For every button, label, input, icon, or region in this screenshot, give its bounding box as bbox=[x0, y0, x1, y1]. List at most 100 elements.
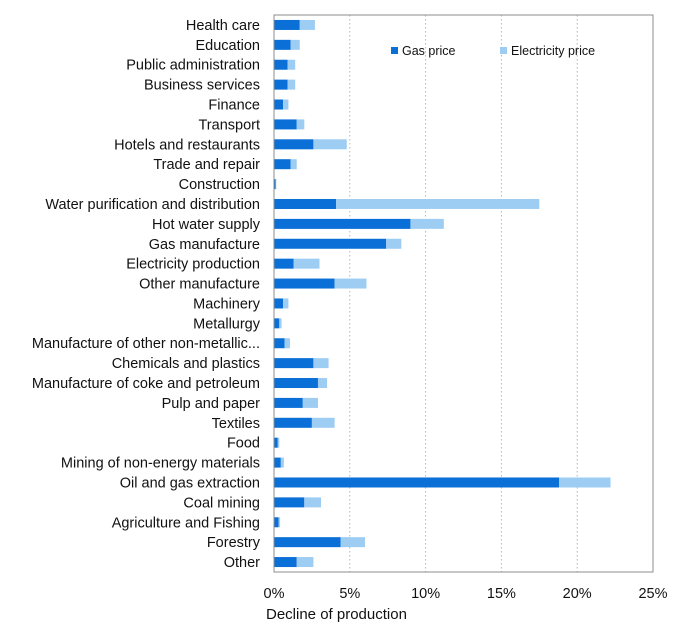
category-label-12: Electricity production bbox=[126, 257, 260, 273]
bar-gas-1 bbox=[274, 39, 291, 50]
category-label-23: Oil and gas extraction bbox=[120, 475, 260, 491]
bar-gas-14 bbox=[274, 298, 284, 309]
bar-electricity-8 bbox=[275, 179, 277, 190]
x-tick-labels: 0% 5% 10% 15% 20% 25% bbox=[264, 586, 668, 602]
category-label-4: Finance bbox=[208, 98, 260, 114]
bar-electricity-10 bbox=[410, 218, 444, 229]
category-label-17: Chemicals and plastics bbox=[112, 356, 260, 372]
bar-electricity-15 bbox=[279, 318, 282, 329]
plot-border bbox=[273, 14, 654, 573]
bar-electricity-20 bbox=[311, 417, 335, 428]
x-tick-label-2: 10% bbox=[411, 586, 440, 602]
bar-electricity-5 bbox=[296, 119, 305, 130]
bar-gas-7 bbox=[274, 159, 291, 170]
bar-gas-11 bbox=[274, 238, 387, 249]
legend: Gas price Electricity price bbox=[391, 44, 595, 58]
bar-gas-21 bbox=[274, 437, 278, 448]
bar-gas-5 bbox=[274, 119, 297, 130]
category-label-0: Health care bbox=[186, 18, 260, 34]
category-label-24: Coal mining bbox=[183, 495, 260, 511]
bar-electricity-27 bbox=[296, 557, 314, 568]
category-labels: Health care Education Public administratio… bbox=[32, 18, 261, 571]
bar-gas-25 bbox=[274, 517, 279, 528]
bar-gas-12 bbox=[274, 258, 294, 269]
bar-electricity-0 bbox=[299, 19, 315, 30]
bar-electricity-25 bbox=[278, 517, 281, 528]
category-label-27: Other bbox=[224, 555, 260, 571]
x-axis-title: Decline of production bbox=[266, 606, 407, 623]
bar-electricity-2 bbox=[287, 59, 296, 70]
gridlines bbox=[349, 15, 578, 572]
bar-electricity-3 bbox=[287, 79, 296, 90]
plot-frame bbox=[273, 14, 654, 573]
bar-gas-20 bbox=[274, 417, 312, 428]
category-label-19: Pulp and paper bbox=[162, 396, 261, 412]
bar-electricity-7 bbox=[290, 159, 297, 170]
bar-electricity-12 bbox=[293, 258, 320, 269]
category-label-21: Food bbox=[227, 436, 260, 452]
bar-electricity-9 bbox=[336, 198, 540, 209]
bar-gas-0 bbox=[274, 19, 300, 30]
bar-gas-13 bbox=[274, 278, 335, 289]
bar-electricity-22 bbox=[280, 457, 284, 468]
bar-gas-17 bbox=[274, 358, 314, 369]
bar-electricity-23 bbox=[559, 477, 611, 488]
bar-electricity-16 bbox=[284, 338, 290, 349]
category-label-20: Textiles bbox=[212, 416, 260, 432]
category-label-6: Hotels and restaurants bbox=[114, 137, 260, 153]
x-tick-label-5: 25% bbox=[638, 586, 667, 602]
bar-series bbox=[274, 19, 611, 568]
category-label-8: Construction bbox=[179, 177, 260, 193]
category-label-18: Manufacture of coke and petroleum bbox=[32, 376, 260, 392]
category-label-16: Manufacture of other non-metallic... bbox=[32, 336, 260, 352]
bar-electricity-4 bbox=[283, 99, 289, 110]
legend-label-gas: Gas price bbox=[402, 44, 456, 58]
bar-gas-15 bbox=[274, 318, 280, 329]
bar-electricity-24 bbox=[304, 497, 321, 508]
bar-electricity-26 bbox=[340, 537, 365, 548]
bar-gas-6 bbox=[274, 139, 314, 150]
bar-gas-10 bbox=[274, 218, 411, 229]
bar-electricity-11 bbox=[386, 238, 402, 249]
legend-swatch-electricity bbox=[500, 47, 507, 54]
bar-gas-19 bbox=[274, 397, 303, 408]
category-label-14: Machinery bbox=[193, 296, 261, 312]
legend-label-electricity: Electricity price bbox=[511, 44, 595, 58]
bar-gas-18 bbox=[274, 378, 318, 389]
category-label-2: Public administration bbox=[126, 58, 260, 74]
category-label-26: Forestry bbox=[207, 535, 261, 551]
category-label-1: Education bbox=[196, 38, 261, 54]
bar-gas-8 bbox=[274, 179, 276, 190]
bar-gas-26 bbox=[274, 537, 341, 548]
x-tick-label-4: 20% bbox=[563, 586, 592, 602]
bar-gas-16 bbox=[274, 338, 285, 349]
bar-gas-24 bbox=[274, 497, 305, 508]
category-label-11: Gas manufacture bbox=[149, 237, 260, 253]
bar-electricity-21 bbox=[277, 437, 280, 448]
legend-swatch-gas bbox=[391, 47, 398, 54]
category-label-10: Hot water supply bbox=[152, 217, 261, 233]
bar-gas-4 bbox=[274, 99, 284, 110]
bar-electricity-6 bbox=[313, 139, 347, 150]
bar-gas-22 bbox=[274, 457, 281, 468]
category-label-25: Agriculture and Fishing bbox=[112, 515, 260, 531]
category-label-15: Metallurgy bbox=[193, 316, 261, 332]
bar-gas-9 bbox=[274, 198, 337, 209]
bar-gas-2 bbox=[274, 59, 288, 70]
x-tick-label-0: 0% bbox=[264, 586, 285, 602]
bar-electricity-14 bbox=[283, 298, 289, 309]
bar-electricity-13 bbox=[334, 278, 367, 289]
bar-gas-23 bbox=[274, 477, 560, 488]
x-tick-label-3: 15% bbox=[487, 586, 516, 602]
category-label-5: Transport bbox=[198, 117, 260, 133]
bar-gas-3 bbox=[274, 79, 288, 90]
bar-gas-27 bbox=[274, 557, 297, 568]
bar-electricity-17 bbox=[313, 358, 329, 369]
bar-electricity-1 bbox=[290, 39, 300, 50]
category-label-13: Other manufacture bbox=[139, 277, 260, 293]
bar-electricity-18 bbox=[317, 378, 328, 389]
category-label-22: Mining of non-energy materials bbox=[61, 456, 260, 472]
bar-electricity-19 bbox=[302, 397, 318, 408]
x-tick-label-1: 5% bbox=[339, 586, 360, 602]
